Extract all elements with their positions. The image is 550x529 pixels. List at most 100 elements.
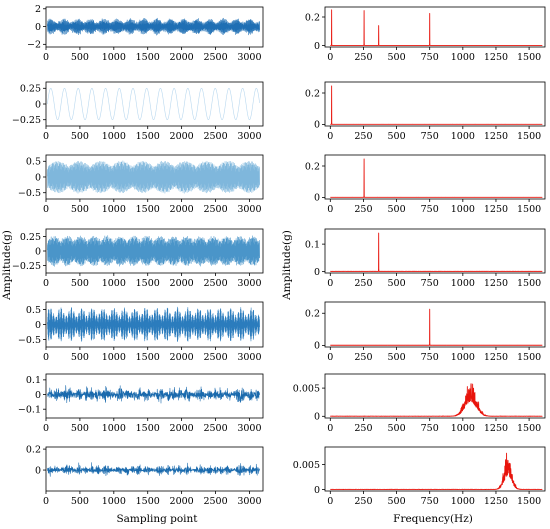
- spectrum-4-x-tick-label: 750: [421, 278, 439, 289]
- time-2-x-tick-label: 3000: [237, 131, 261, 142]
- time-6-series-line: [47, 385, 260, 404]
- spectrum-1-frame: [324, 6, 546, 48]
- spectrum-2-y-tick-label: 0.2: [305, 88, 320, 99]
- time-4-panel: 0 500 1000 1500 2000 2500 3000−0.2500.25: [12, 228, 264, 289]
- spectrum-4-y-tick-label: 0: [314, 267, 320, 278]
- spectrum-1-x-tick-label: 1500: [517, 52, 541, 63]
- spectrum-3-frame: [324, 154, 546, 200]
- spectrum-7-x-tick-label: 250: [354, 496, 372, 507]
- spectrum-3-x-tick-label: 1250: [484, 204, 508, 215]
- spectrum-6-panel: 0 250 500 750 1000 1250 1500 0 0.005: [293, 373, 546, 434]
- time-4-x-tick-label: 500: [71, 278, 89, 289]
- time-7-x-tick-label: 2500: [203, 496, 227, 507]
- spectrum-3-panel: 0 250 500 750 1000 1250 1500 0 0.2: [305, 154, 546, 215]
- spectrum-4-x-tick-label: 250: [354, 278, 372, 289]
- spectrum-1-y-tick-label: 0.2: [305, 12, 320, 23]
- spectrum-6-x-tick-label: 250: [354, 423, 372, 434]
- time-1-x-tick-label: 1500: [136, 52, 160, 63]
- time-3-panel: 0 500 1000 1500 2000 2500 3000−0.500.5: [18, 154, 264, 215]
- spectrum-7-panel: 0 250 500 750 1000 1250 1500 0 0.005: [293, 446, 546, 507]
- time-4-x-tick-label: 2000: [170, 278, 194, 289]
- time-7-x-tick-label: 2000: [170, 496, 194, 507]
- spectrum-5-x-tick-label: 750: [421, 352, 439, 363]
- time-6-y-tick-label: 0.1: [26, 375, 41, 386]
- time-7-panel: 0 500 1000 1500 2000 2500 3000 0 0.2: [26, 444, 264, 507]
- time-7-frame: [45, 446, 264, 492]
- spectrum-5-x-tick-label: 1250: [484, 352, 508, 363]
- spectrum-5-panel: 0 250 500 750 1000 1250 1500 0 0.2: [305, 301, 546, 363]
- spectrum-6-x-tick-label: 1000: [451, 423, 475, 434]
- time-6-x-tick-label: 2000: [170, 423, 194, 434]
- time-4-y-tick-label: 0.25: [20, 232, 41, 243]
- spectrum-3-x-tick-label: 250: [354, 204, 372, 215]
- time-3-series-line: [47, 160, 260, 194]
- spectrum-7-x-tick-label: 1000: [451, 496, 475, 507]
- time-5-x-tick-label: 2000: [170, 352, 194, 363]
- spectrum-5-x-tick-label: 500: [387, 352, 405, 363]
- time-3-x-tick-label: 1000: [102, 204, 126, 215]
- spectrum-7-frame: [324, 446, 546, 492]
- spectrum-5-x-tick-label: 1500: [517, 352, 541, 363]
- time-4-y-tick-label: −0.25: [12, 261, 41, 272]
- time-2-x-tick-label: 0: [43, 131, 49, 142]
- time-2-x-tick-label: 1000: [102, 131, 126, 142]
- spectrum-2-x-tick-label: 250: [354, 131, 372, 142]
- spectrum-3-x-tick-label: 1000: [451, 204, 475, 215]
- time-1-x-tick-label: 3000: [237, 52, 261, 63]
- spectrum-6-frame: [324, 373, 546, 419]
- time-7-y-tick-label: 0: [35, 465, 41, 476]
- spectrum-7-y-tick-label: 0: [314, 485, 320, 496]
- time-4-x-tick-label: 1500: [136, 278, 160, 289]
- spectrum-3-x-tick-label: 1500: [517, 204, 541, 215]
- spectrum-4-x-tick-label: 500: [387, 278, 405, 289]
- left-x-axis-label: Sampling point: [116, 513, 198, 525]
- time-2-y-tick-label: −0.25: [12, 115, 41, 126]
- spectrum-1-series-line: [329, 9, 543, 46]
- time-5-x-tick-label: 500: [71, 352, 89, 363]
- time-5-x-tick-label: 1000: [102, 352, 126, 363]
- time-6-panel: 0 500 1000 1500 2000 2500 3000−0.100.1: [18, 373, 264, 434]
- time-2-series-line: [47, 87, 260, 121]
- spectrum-4-y-tick-label: 0.1: [305, 239, 320, 250]
- time-7-x-tick-label: 0: [43, 496, 49, 507]
- spectrum-3-y-tick-label: 0.2: [305, 161, 320, 172]
- time-1-series-line: [47, 17, 260, 36]
- spectrum-3-series-line: [329, 158, 543, 198]
- spectrum-7-y-tick-label: 0.005: [293, 460, 320, 471]
- spectrum-3-x-tick-label: 500: [387, 204, 405, 215]
- spectrum-2-x-tick-label: 500: [387, 131, 405, 142]
- spectrum-6-series-line: [329, 383, 543, 417]
- spectrum-1-x-tick-label: 0: [327, 52, 333, 63]
- time-3-x-tick-label: 1500: [136, 204, 160, 215]
- time-7-x-tick-label: 1000: [102, 496, 126, 507]
- time-5-x-tick-label: 0: [43, 352, 49, 363]
- time-2-y-tick-label: 0: [35, 99, 41, 110]
- time-6-y-tick-label: 0: [35, 390, 41, 401]
- time-6-frame: [45, 373, 264, 419]
- spectrum-4-series-line: [329, 232, 543, 272]
- spectrum-2-series-line: [329, 85, 543, 125]
- time-1-frame: [45, 6, 264, 48]
- spectrum-5-y-tick-label: 0: [314, 341, 320, 352]
- spectrum-1-panel: 0 250 500 750 1000 1250 1500 0 0.2: [305, 6, 546, 63]
- time-7-y-tick-label: 0.2: [26, 444, 41, 455]
- time-6-x-tick-label: 3000: [237, 423, 261, 434]
- spectrum-3-y-tick-label: 0: [314, 193, 320, 204]
- spectrum-3-x-tick-label: 0: [327, 204, 333, 215]
- time-2-x-tick-label: 2500: [203, 131, 227, 142]
- spectrum-6-y-tick-label: 0.005: [293, 383, 320, 394]
- time-2-x-tick-label: 1500: [136, 131, 160, 142]
- time-3-x-tick-label: 3000: [237, 204, 261, 215]
- time-5-x-tick-label: 1500: [136, 352, 160, 363]
- time-5-y-tick-label: 0.5: [26, 305, 41, 316]
- spectrum-7-series-line: [329, 452, 543, 490]
- spectrum-6-x-tick-label: 1500: [517, 423, 541, 434]
- spectrum-5-x-tick-label: 250: [354, 352, 372, 363]
- spectrum-1-y-tick-label: 0: [314, 41, 320, 52]
- time-6-x-tick-label: 1500: [136, 423, 160, 434]
- time-4-series-line: [47, 235, 260, 267]
- time-7-x-tick-label: 1500: [136, 496, 160, 507]
- left-y-axis-label: Amplitude(g): [1, 230, 13, 301]
- spectrum-3-x-tick-label: 750: [421, 204, 439, 215]
- spectrum-2-x-tick-label: 1250: [484, 131, 508, 142]
